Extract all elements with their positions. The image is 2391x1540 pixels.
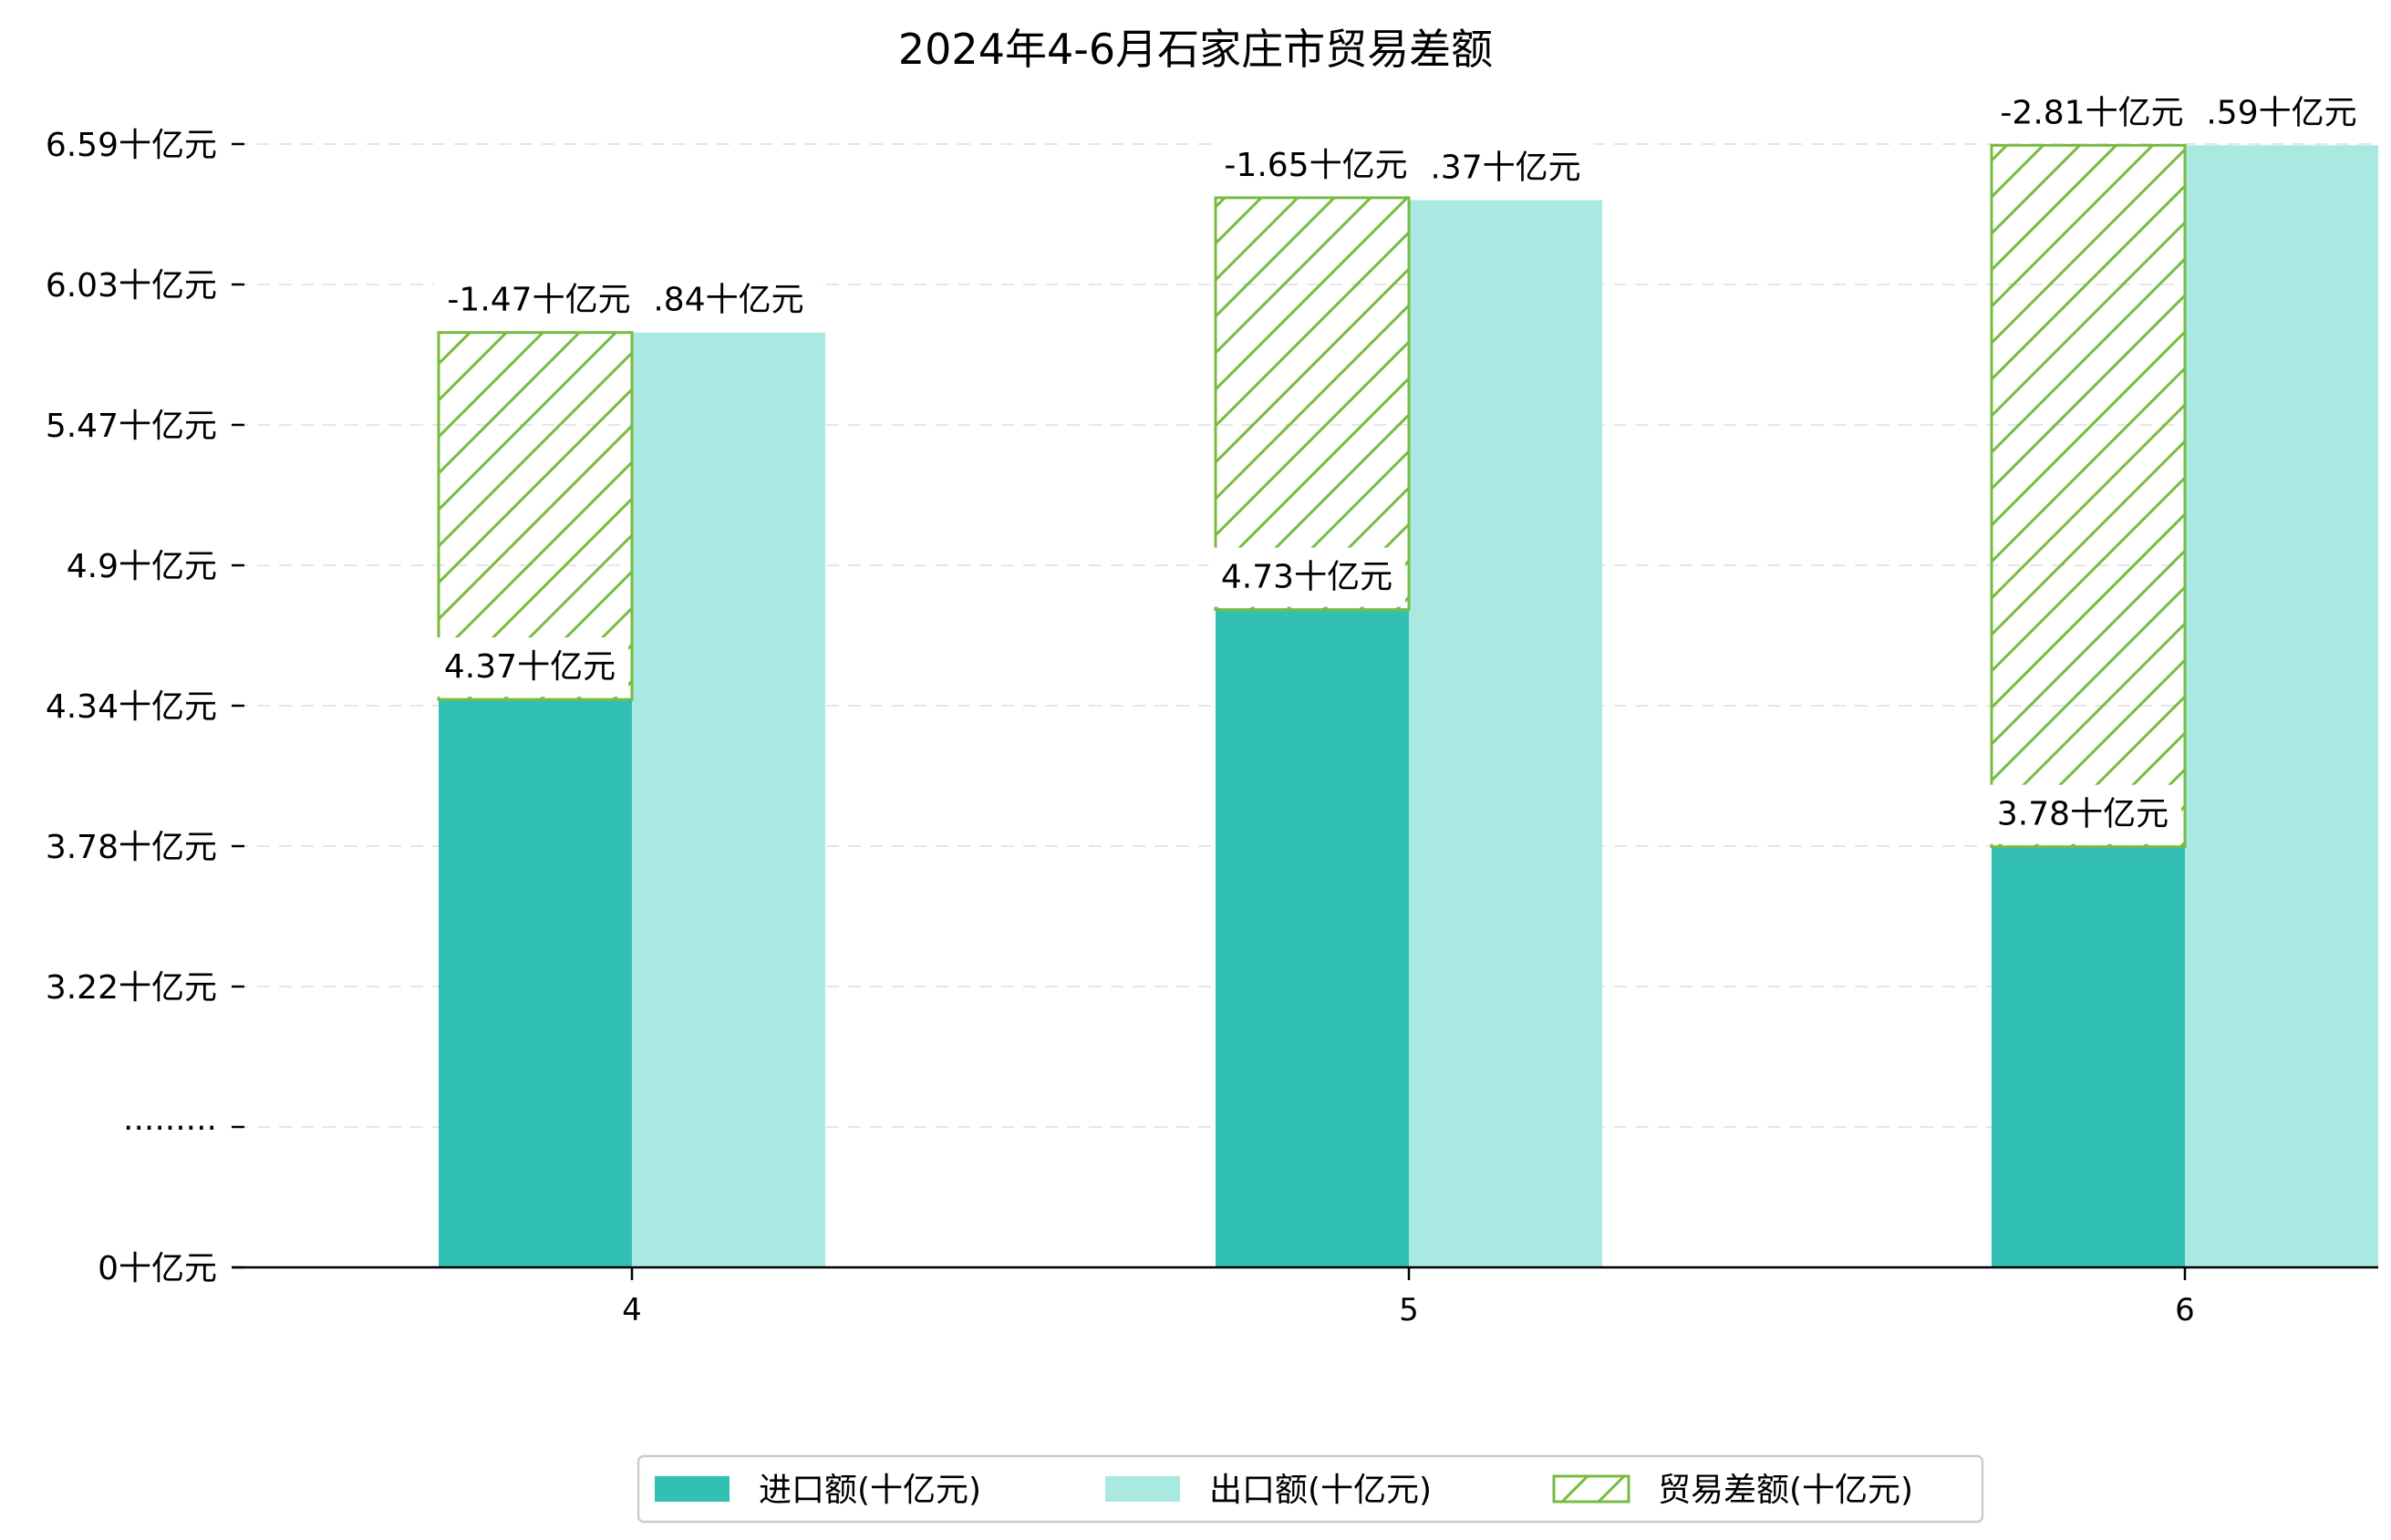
legend: 进口额(十亿元) 出口额(十亿元) 贸易差额(十亿元) <box>637 1454 1984 1524</box>
y-tick-label: 4.9十亿元 <box>67 548 217 585</box>
y-tick-label: 5.47十亿元 <box>46 408 217 445</box>
bar-import <box>1992 846 2185 1267</box>
legend-export-label: 出口额(十亿元) <box>1209 1472 1432 1509</box>
label-import: 4.37十亿元 <box>444 648 616 686</box>
label-export: .84十亿元 <box>653 282 803 319</box>
label-export-bg <box>1417 138 1594 198</box>
x-tick-label: 6 <box>2175 1292 2195 1328</box>
bar-export <box>1409 200 1602 1268</box>
y-tick-label: 0十亿元 <box>98 1250 217 1287</box>
y-tick-label: 6.59十亿元 <box>46 127 217 164</box>
y-tick-label: 4.34十亿元 <box>46 688 217 726</box>
label-export-bg <box>2193 83 2370 143</box>
y-tick-label: 3.22十亿元 <box>46 969 217 1007</box>
chart-title: 2024年4-6月石家庄市贸易差额 <box>898 25 1493 74</box>
bar-export <box>632 332 825 1268</box>
x-axis: 4 5 6 <box>233 1266 2378 1328</box>
bars <box>437 143 2378 1268</box>
legend-import-label: 进口额(十亿元) <box>759 1472 981 1509</box>
label-import-bg <box>1983 784 2182 844</box>
bar-import <box>439 699 632 1267</box>
bar-import <box>1216 609 1409 1267</box>
label-trade-balance: -1.47十亿元 <box>447 282 630 319</box>
bar-trade-balance <box>1214 196 1411 612</box>
y-axis: 0十亿元 ········· 3.22十亿元 3.78十亿元 4.34十亿元 4.9十亿元… <box>46 127 244 1287</box>
label-import: 4.73十亿元 <box>1221 559 1392 596</box>
label-trade-balance-bg <box>434 270 644 330</box>
data-labels: 4.37十亿元 .84十亿元 -1.47十亿元 4.73十亿元 .37十亿元 -1.65十… <box>430 83 2370 844</box>
bar-trade-balance <box>1990 143 2187 849</box>
y-tick-label: ········· <box>123 1110 217 1147</box>
legend-trade-balance-label: 贸易差额(十亿元) <box>1658 1472 1913 1509</box>
legend-import-swatch <box>655 1476 730 1502</box>
label-export: .37十亿元 <box>1430 150 1580 187</box>
label-trade-balance-bg <box>1987 83 2197 143</box>
label-import-bg <box>430 637 629 698</box>
legend-trade-balance-swatch <box>1552 1474 1630 1504</box>
label-import-bg <box>1207 547 1406 607</box>
y-tick-label: 6.03十亿元 <box>46 267 217 305</box>
x-tick-label: 4 <box>622 1292 642 1328</box>
label-trade-balance: -2.81十亿元 <box>2000 94 2183 131</box>
label-trade-balance: -1.65十亿元 <box>1224 147 1407 184</box>
legend-export-swatch <box>1105 1476 1180 1502</box>
label-export-bg <box>640 270 817 330</box>
x-tick-label: 5 <box>1399 1292 1419 1328</box>
bar-export <box>2185 145 2378 1267</box>
label-trade-balance-bg <box>1211 135 1421 195</box>
label-import: 3.78十亿元 <box>1997 796 2168 833</box>
legend-frame <box>637 1454 1984 1524</box>
y-tick-label: 3.78十亿元 <box>46 829 217 866</box>
label-export: .59十亿元 <box>2206 94 2356 131</box>
